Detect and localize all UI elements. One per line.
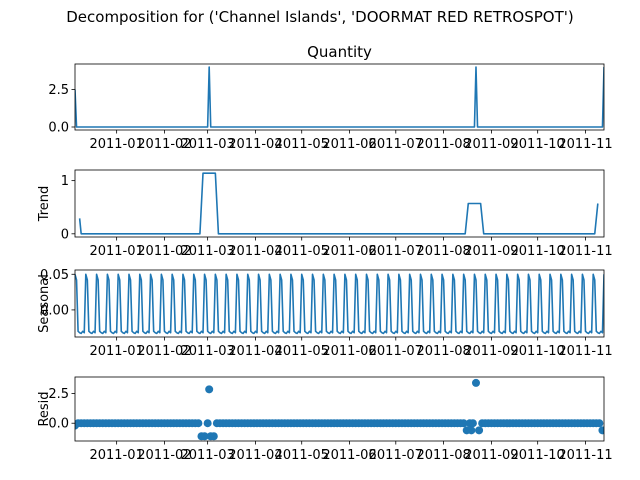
seasonal-ytick-label: 0.05 <box>40 268 69 283</box>
observed-xtick-label: 2011-04 <box>228 137 282 152</box>
resid-xtick-label: 2011-06 <box>322 448 376 463</box>
seasonal-xtick-label: 2011-10 <box>511 344 565 359</box>
trend-xtick-label: 2011-09 <box>464 244 518 259</box>
resid-xtick-label: 2011-10 <box>511 448 565 463</box>
observed-title: Quantity <box>307 43 372 61</box>
trend-ytick-label: 0 <box>61 227 69 242</box>
observed-axes-frame <box>74 63 605 131</box>
seasonal-xtick-label: 2011-11 <box>558 344 612 359</box>
resid-plot-area <box>75 378 604 441</box>
resid-xtick-label: 2011-01 <box>89 448 143 463</box>
observed-plot-area <box>75 66 604 128</box>
trend-series-line <box>78 172 599 235</box>
observed-ytick-label: 0.0 <box>48 121 69 136</box>
resid-point <box>467 426 476 435</box>
resid-xtick-label: 2011-04 <box>228 448 282 463</box>
resid-point <box>203 419 212 428</box>
seasonal-xtick-label: 2011-07 <box>369 344 423 359</box>
resid-point <box>200 432 209 441</box>
seasonal-ylabel: Seasonal <box>37 274 52 333</box>
resid-point <box>459 419 468 428</box>
resid-point <box>209 432 218 441</box>
observed-xtick-label: 2011-10 <box>511 137 565 152</box>
trend-ytick-label: 1 <box>61 174 69 189</box>
trend-xtick-label: 2011-05 <box>275 244 329 259</box>
seasonal-xtick-label: 2011-02 <box>137 344 191 359</box>
trend-xtick-label: 2011-08 <box>416 244 470 259</box>
trend-xtick-label: 2011-04 <box>228 244 282 259</box>
observed-xtick-label: 2011-07 <box>369 137 423 152</box>
trend-xtick-label: 2011-10 <box>511 244 565 259</box>
seasonal-xtick-label: 2011-06 <box>322 344 376 359</box>
seasonal-xtick-label: 2011-05 <box>275 344 329 359</box>
resid-xtick-label: 2011-03 <box>180 448 234 463</box>
resid-point <box>475 426 484 435</box>
trend-xtick-label: 2011-02 <box>137 244 191 259</box>
resid-xtick-label: 2011-09 <box>464 448 518 463</box>
trend-xtick-label: 2011-07 <box>369 244 423 259</box>
resid-ytick-label: 0.0 <box>48 417 69 432</box>
panels: 0.02.52011-012011-022011-032011-042011-0… <box>37 43 613 463</box>
seasonal-series-line <box>75 273 604 335</box>
panel-trend: 012011-012011-022011-032011-042011-05201… <box>37 169 613 259</box>
trend-xtick-label: 2011-01 <box>89 244 143 259</box>
trend-xtick-label: 2011-11 <box>558 244 612 259</box>
resid-point <box>194 419 203 428</box>
observed-xtick-label: 2011-01 <box>89 137 143 152</box>
observed-xtick-label: 2011-05 <box>275 137 329 152</box>
trend-plot-area <box>78 172 599 235</box>
resid-point <box>205 385 214 394</box>
seasonal-xtick-label: 2011-09 <box>464 344 518 359</box>
panel-observed: 0.02.52011-012011-022011-032011-042011-0… <box>48 43 612 152</box>
seasonal-xtick-label: 2011-03 <box>180 344 234 359</box>
resid-point <box>468 419 477 428</box>
observed-xtick-label: 2011-08 <box>416 137 470 152</box>
panel-resid: 0.02.52011-012011-022011-032011-042011-0… <box>37 376 613 463</box>
seasonal-xtick-label: 2011-01 <box>89 344 143 359</box>
resid-xtick-label: 2011-08 <box>416 448 470 463</box>
resid-xtick-label: 2011-02 <box>137 448 191 463</box>
panel-seasonal: 0.000.052011-012011-022011-032011-042011… <box>37 268 613 359</box>
observed-xtick-label: 2011-11 <box>558 137 612 152</box>
seasonal-plot-area <box>75 273 604 335</box>
resid-axes-frame <box>74 376 605 442</box>
observed-series-line <box>75 66 604 128</box>
resid-ylabel: Resid <box>37 391 52 426</box>
observed-xtick-label: 2011-02 <box>137 137 191 152</box>
seasonal-ytick-label: 0.00 <box>40 303 69 318</box>
seasonal-xtick-label: 2011-04 <box>228 344 282 359</box>
resid-point <box>75 421 79 430</box>
resid-point <box>595 419 604 428</box>
observed-ytick-label: 2.5 <box>48 83 69 98</box>
resid-point <box>471 378 480 387</box>
trend-xtick-label: 2011-06 <box>322 244 376 259</box>
trend-xtick-label: 2011-03 <box>180 244 234 259</box>
observed-xtick-label: 2011-03 <box>180 137 234 152</box>
resid-xtick-label: 2011-07 <box>369 448 423 463</box>
observed-xtick-label: 2011-09 <box>464 137 518 152</box>
resid-xtick-label: 2011-05 <box>275 448 329 463</box>
resid-ytick-label: 2.5 <box>48 387 69 402</box>
observed-xtick-label: 2011-06 <box>322 137 376 152</box>
figure-title: Decomposition for ('Channel Islands', 'D… <box>66 8 574 26</box>
trend-ylabel: Trend <box>37 186 52 223</box>
seasonal-xtick-label: 2011-08 <box>416 344 470 359</box>
seasonal-axes-frame <box>74 269 605 338</box>
resid-xtick-label: 2011-11 <box>558 448 612 463</box>
trend-axes-frame <box>74 169 605 238</box>
resid-point <box>598 426 604 435</box>
